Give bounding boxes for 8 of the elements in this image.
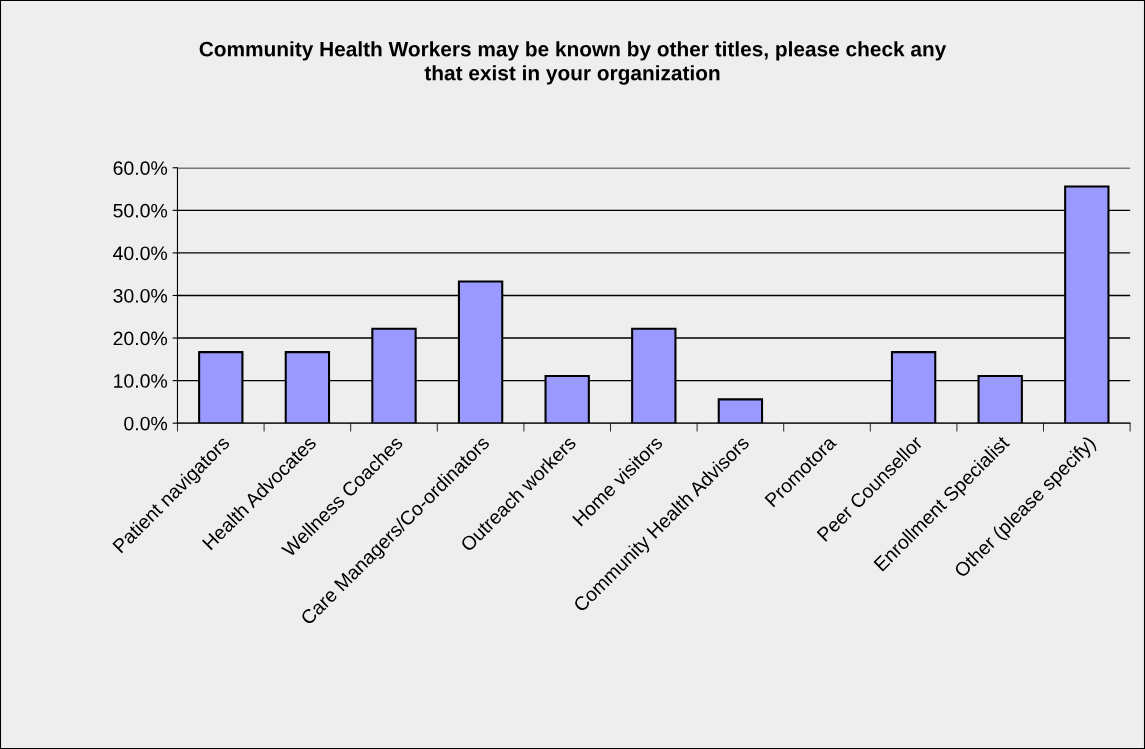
y-tick-label: 20.0%	[113, 331, 168, 346]
chart-title: Community Health Workers may be known by other titles, please check any that exist in your organization	[199, 41, 947, 85]
y-tick-label: 0.0%	[124, 416, 168, 431]
y-tick-label: 60.0%	[113, 161, 168, 176]
y-tick-label: 40.0%	[113, 246, 168, 261]
y-tick-label: 30.0%	[113, 288, 168, 303]
y-tick-label: 10.0%	[114, 374, 168, 388]
y-tick-label: 50.0%	[113, 203, 168, 218]
